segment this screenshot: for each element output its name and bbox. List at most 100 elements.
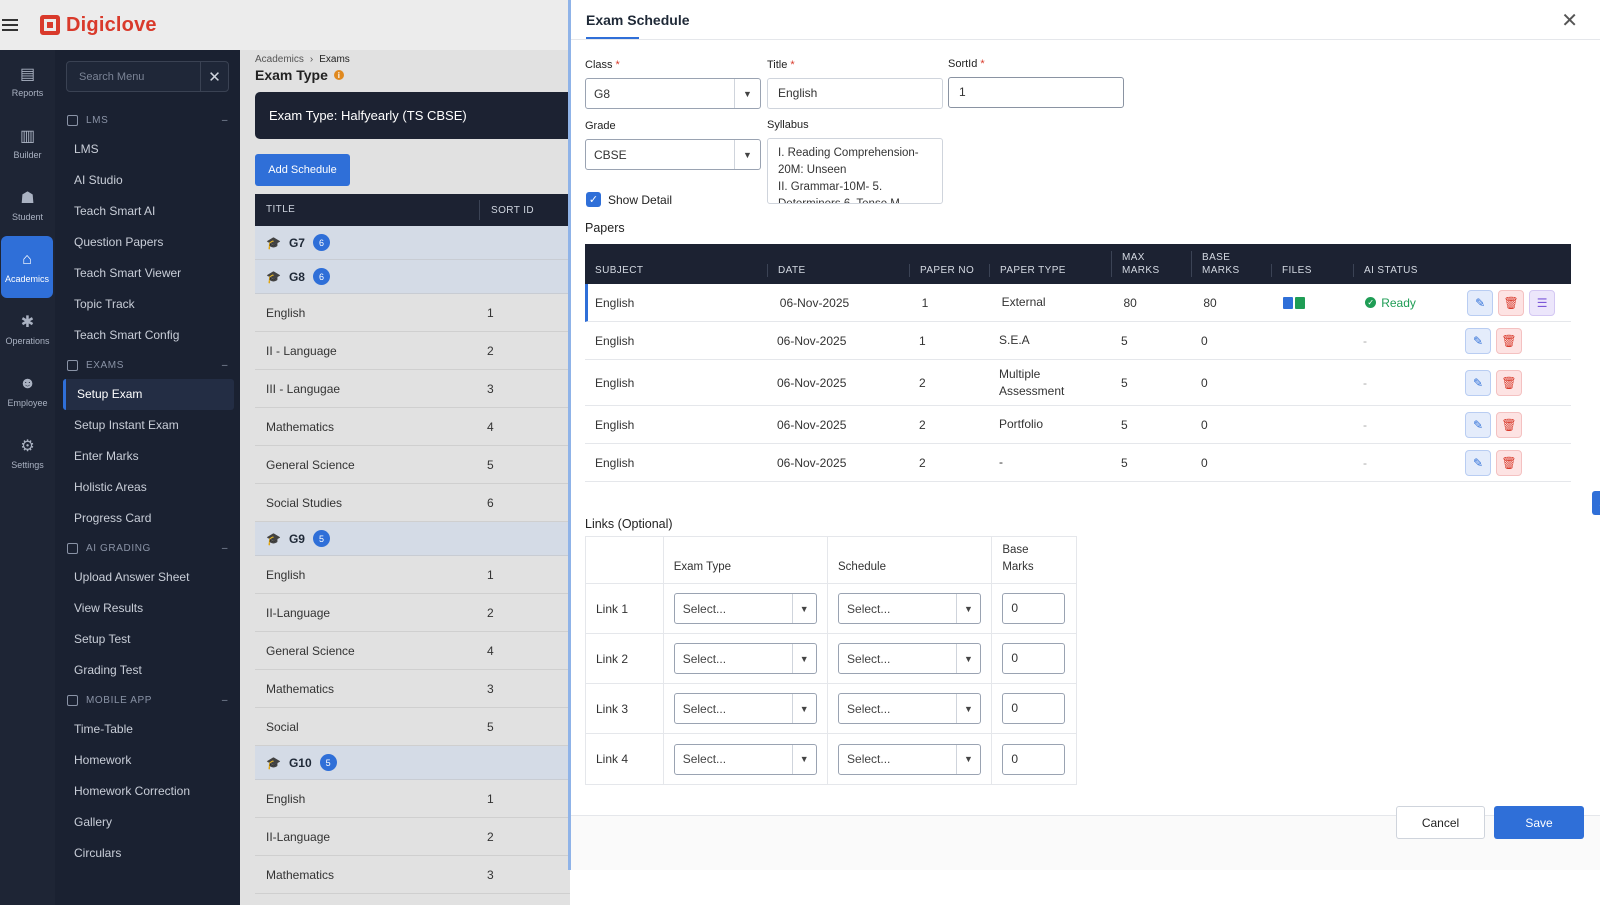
- save-button[interactable]: Save: [1494, 806, 1584, 839]
- collapse-icon[interactable]: –: [221, 694, 228, 706]
- group-row-g10[interactable]: 🎓 G10 5: [255, 746, 570, 780]
- table-row[interactable]: Social Studies 6: [255, 484, 570, 522]
- menu-item-holistic-areas[interactable]: Holistic Areas: [74, 480, 147, 494]
- delete-icon[interactable]: 🗑: [1498, 289, 1525, 316]
- menu-section-mobile-app[interactable]: MOBILE APP –: [55, 686, 240, 714]
- collapse-icon[interactable]: –: [221, 359, 228, 371]
- menu-item-setup-instant-exam[interactable]: Setup Instant Exam: [74, 418, 179, 432]
- hamburger-menu-icon[interactable]: [2, 19, 18, 31]
- table-row[interactable]: II - Language 2: [255, 332, 570, 370]
- exam-type-select[interactable]: Select... ▼: [673, 593, 817, 624]
- rail-item-academics[interactable]: ⌂ Academics: [1, 236, 53, 298]
- edit-icon[interactable]: ✎: [1465, 411, 1491, 438]
- menu-item-upload-answer-sheet[interactable]: Upload Answer Sheet: [74, 570, 190, 584]
- menu-item-view-results[interactable]: View Results: [74, 601, 144, 615]
- menu-item-setup-test[interactable]: Setup Test: [74, 632, 131, 646]
- rail-item-employee[interactable]: ☻ Employee: [0, 360, 55, 422]
- delete-icon[interactable]: 🗑: [1496, 327, 1522, 354]
- menu-item-setup-exam[interactable]: Setup Exam: [63, 379, 234, 410]
- cancel-button[interactable]: Cancel: [1396, 806, 1485, 839]
- menu-item-teach-smart-config[interactable]: Teach Smart Config: [74, 328, 180, 342]
- rail-item-builder[interactable]: ▥ Builder: [0, 112, 55, 174]
- syllabus-line: 20M: Unseen: [778, 164, 847, 176]
- syllabus-textarea[interactable]: I. Reading Comprehension- 20M: Unseen II…: [767, 138, 943, 204]
- list-icon[interactable]: ☰: [1529, 289, 1556, 316]
- delete-icon[interactable]: 🗑: [1496, 411, 1522, 438]
- menu-item-ai-studio[interactable]: AI Studio: [74, 173, 123, 187]
- menu-section-exams[interactable]: EXAMS –: [55, 351, 240, 379]
- pdf-file-icon[interactable]: [1283, 296, 1294, 309]
- base-marks-input[interactable]: 0: [1002, 593, 1066, 624]
- collapse-icon[interactable]: –: [221, 114, 228, 126]
- group-row-g8[interactable]: 🎓 G8 6: [255, 260, 570, 294]
- schedule-select[interactable]: Select... ▼: [838, 693, 982, 724]
- breadcrumb-academics[interactable]: Academics: [255, 54, 304, 65]
- table-row[interactable]: II-Language 2: [255, 594, 570, 632]
- edit-icon[interactable]: ✎: [1465, 327, 1491, 354]
- grade-select[interactable]: CBSE ▼: [585, 139, 761, 170]
- menu-item-enter-marks[interactable]: Enter Marks: [74, 449, 139, 463]
- menu-item-gallery[interactable]: Gallery: [74, 815, 113, 829]
- table-row[interactable]: Mathematics 4: [255, 408, 570, 446]
- menu-item-question-papers[interactable]: Question Papers: [74, 235, 164, 249]
- table-row[interactable]: English 1: [255, 556, 570, 594]
- table-row[interactable]: English 1: [255, 780, 570, 818]
- schedule-select[interactable]: Select... ▼: [838, 593, 982, 624]
- table-row[interactable]: Social 5: [255, 708, 570, 746]
- schedule-select[interactable]: Select... ▼: [838, 643, 982, 674]
- clear-search-icon[interactable]: ✕: [200, 62, 228, 91]
- rail-item-student[interactable]: ☗ Student: [0, 174, 55, 236]
- edit-icon[interactable]: ✎: [1465, 369, 1491, 396]
- table-row[interactable]: III - Langugae 3: [255, 370, 570, 408]
- answer-file-icon[interactable]: [1295, 296, 1306, 309]
- rail-item-reports[interactable]: ▤ Reports: [0, 50, 55, 112]
- table-row[interactable]: General Science 4: [255, 632, 570, 670]
- close-icon[interactable]: ✕: [1561, 10, 1578, 32]
- rail-item-settings[interactable]: ⚙ Settings: [0, 422, 55, 484]
- base-marks-input[interactable]: 0: [1002, 643, 1066, 674]
- exam-type-select[interactable]: Select... ▼: [673, 693, 817, 724]
- title-input[interactable]: English: [767, 78, 943, 109]
- add-schedule-button[interactable]: Add Schedule: [255, 154, 350, 186]
- group-row-g9[interactable]: 🎓 G9 5: [255, 522, 570, 556]
- syllabus-line: Determiners 6. Tense M: [778, 198, 900, 204]
- class-select[interactable]: G8 ▼: [585, 78, 761, 109]
- table-row[interactable]: General Science 5: [255, 446, 570, 484]
- table-row[interactable]: English 1: [255, 294, 570, 332]
- schedule-select-cell: Select... ▼: [827, 683, 991, 734]
- menu-item-topic-track[interactable]: Topic Track: [74, 297, 135, 311]
- brand-logo[interactable]: Digiclove: [40, 14, 157, 37]
- menu-section-ai-grading[interactable]: AI GRADING –: [55, 534, 240, 562]
- menu-item-circulars[interactable]: Circulars: [74, 846, 122, 860]
- edit-icon[interactable]: ✎: [1465, 449, 1491, 476]
- menu-item-homework[interactable]: Homework: [74, 753, 132, 767]
- menu-item-lms[interactable]: LMS: [74, 142, 99, 156]
- delete-icon[interactable]: 🗑: [1496, 369, 1522, 396]
- schedule-select[interactable]: Select... ▼: [838, 743, 982, 775]
- group-row-g7[interactable]: 🎓 G7 6: [255, 226, 570, 260]
- menu-search-input[interactable]: Search Menu ✕: [66, 61, 229, 92]
- exam-type-select[interactable]: Select... ▼: [673, 643, 817, 674]
- menu-section-lms[interactable]: LMS –: [55, 106, 240, 134]
- collapse-icon[interactable]: –: [221, 542, 228, 554]
- menu-item-teach-smart-ai[interactable]: Teach Smart AI: [74, 204, 156, 218]
- base-marks-input[interactable]: 0: [1002, 693, 1066, 724]
- sortid-input[interactable]: 1: [948, 77, 1124, 108]
- show-detail-checkbox[interactable]: ✓: [586, 192, 601, 207]
- table-row[interactable]: Mathematics 3: [255, 670, 570, 708]
- info-icon[interactable]: i: [333, 70, 344, 80]
- menu-item-teach-smart-viewer[interactable]: Teach Smart Viewer: [74, 266, 182, 280]
- rail-item-operations[interactable]: ✱ Operations: [0, 298, 55, 360]
- menu-item-homework-correction[interactable]: Homework Correction: [74, 784, 191, 798]
- base-marks-input[interactable]: 0: [1002, 743, 1066, 775]
- menu-item-grading-test[interactable]: Grading Test: [74, 663, 142, 677]
- edit-icon[interactable]: ✎: [1467, 289, 1494, 316]
- menu-item-progress-card[interactable]: Progress Card: [74, 511, 152, 525]
- add-paper-button[interactable]: Add Paper: [1592, 491, 1600, 515]
- menu-item-time-table[interactable]: Time-Table: [74, 722, 133, 736]
- exam-type-select[interactable]: Select... ▼: [673, 743, 817, 775]
- breadcrumb-exams[interactable]: Exams: [319, 54, 350, 65]
- table-row[interactable]: II-Language 2: [255, 818, 570, 856]
- table-row[interactable]: Mathematics 3: [255, 856, 570, 894]
- delete-icon[interactable]: 🗑: [1496, 449, 1522, 476]
